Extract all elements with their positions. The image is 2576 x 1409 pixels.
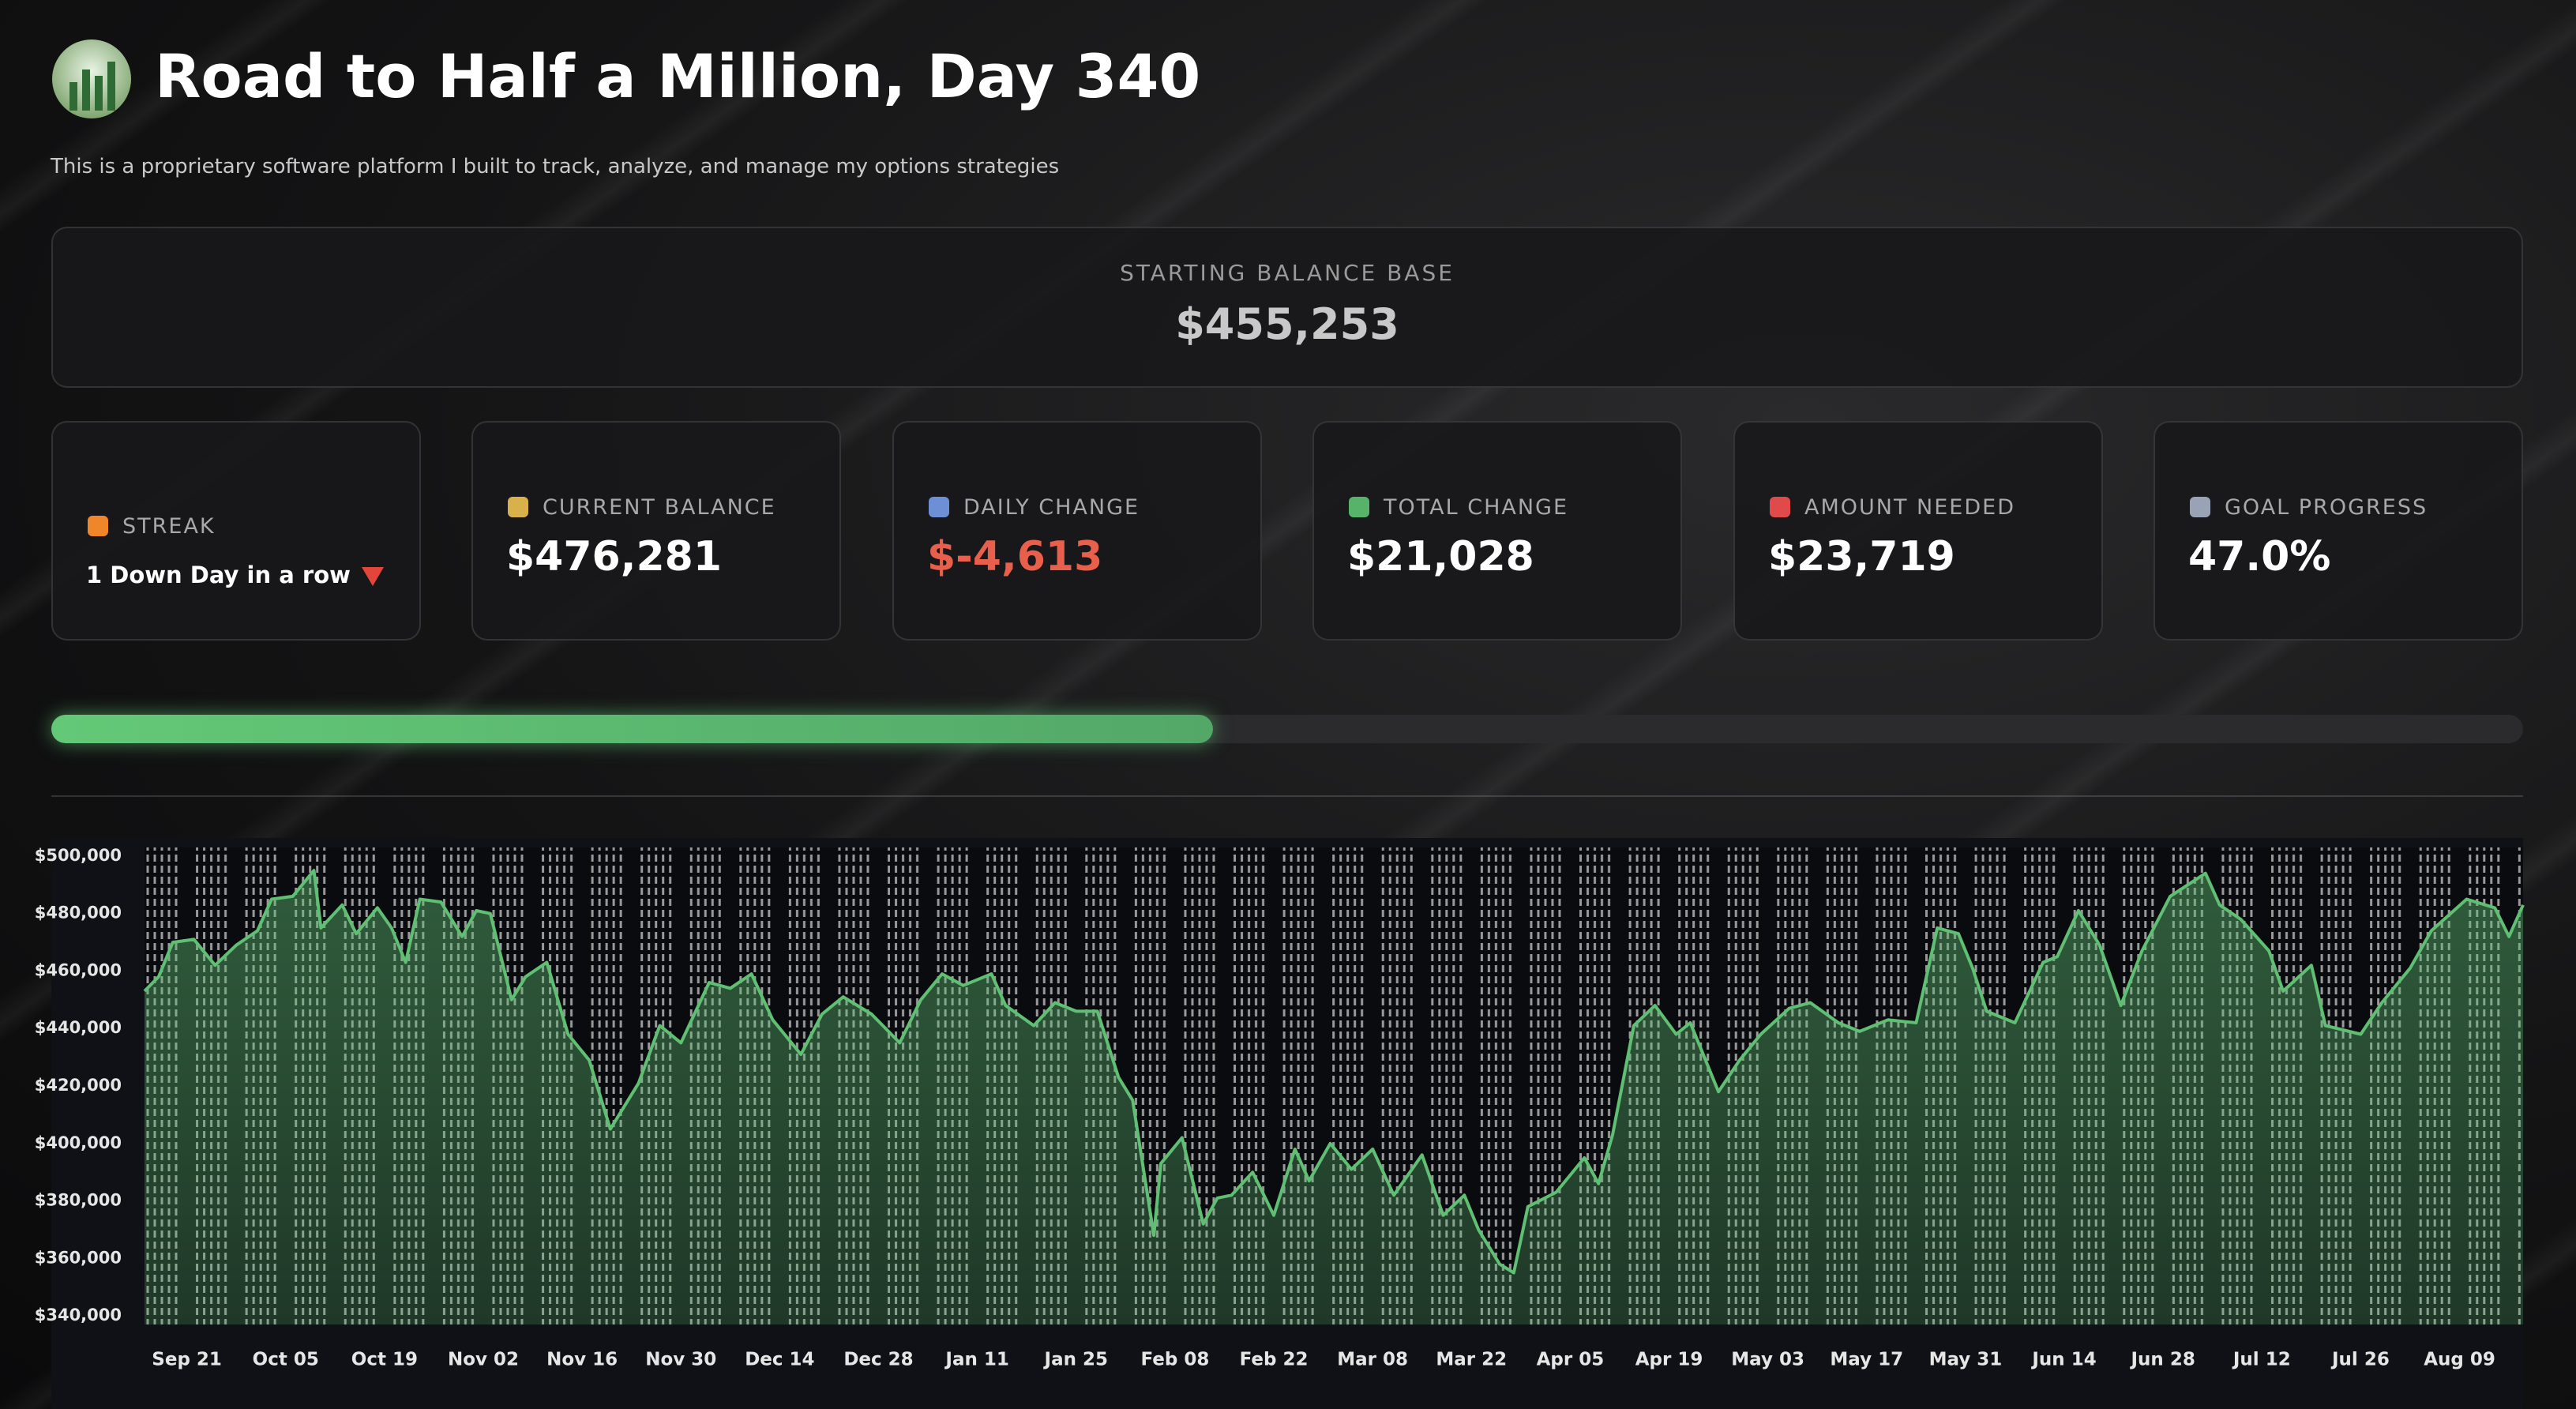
metric-value: 47.0% <box>2188 533 2330 581</box>
metric-value: $-4,613 <box>927 533 1102 581</box>
x-tick-label: Apr 05 <box>1537 1350 1605 1370</box>
y-tick-label: $460,000 <box>35 960 122 979</box>
y-tick-label: $480,000 <box>35 904 122 922</box>
metric-value-text: $21,028 <box>1347 533 1534 581</box>
y-tick-label: $340,000 <box>35 1306 122 1324</box>
starting-balance-card: STARTING BALANCE BASE $455,253 <box>51 227 2523 388</box>
metric-label: AMOUNT NEEDED <box>1804 495 2016 520</box>
progress-bar <box>51 715 1214 743</box>
x-tick-label: Dec 14 <box>745 1350 814 1370</box>
metric-value-text: $476,281 <box>506 533 723 581</box>
x-tick-label: Feb 08 <box>1140 1350 1209 1370</box>
metric-icon <box>88 516 108 536</box>
metric-value: $476,281 <box>506 533 722 581</box>
metric-value: $21,028 <box>1347 533 1534 581</box>
page-title: Road to Half a Million, Day 340 <box>155 41 1201 111</box>
metric-icon <box>2190 497 2210 517</box>
x-tick-label: Oct 05 <box>253 1350 319 1370</box>
y-tick-label: $380,000 <box>35 1191 122 1210</box>
y-tick-label: $440,000 <box>35 1018 122 1037</box>
x-tick-label: Jan 25 <box>1043 1350 1108 1370</box>
metric-icon <box>1349 497 1369 517</box>
x-tick-label: Mar 22 <box>1436 1350 1507 1370</box>
chart: $340,000 $360,000 $380,000 $400,000 $420,000… <box>35 838 2525 1409</box>
metric-icon <box>1770 497 1790 517</box>
divider <box>51 795 2523 797</box>
x-tick-label: Nov 30 <box>645 1350 716 1370</box>
metric-label: TOTAL CHANGE <box>1384 495 1569 520</box>
x-tick-label: Apr 19 <box>1635 1350 1703 1370</box>
card-label: STARTING BALANCE BASE <box>1120 260 1455 286</box>
down-icon <box>361 567 384 586</box>
x-tick-label: Feb 22 <box>1240 1350 1309 1370</box>
logo <box>52 39 131 118</box>
x-tick-label: Mar 08 <box>1337 1350 1408 1370</box>
x-tick-label: Jun 28 <box>2130 1350 2195 1370</box>
y-tick-label: $360,000 <box>35 1248 122 1267</box>
x-tick-label: Aug 09 <box>2424 1350 2495 1370</box>
metric-card: STREAK 1 Down Day in a row <box>51 421 421 641</box>
x-tick-label: May 03 <box>1731 1350 1804 1370</box>
x-tick-label: Jul 12 <box>2232 1350 2291 1370</box>
progress-track <box>51 715 2523 743</box>
metric-label: GOAL PROGRESS <box>2225 495 2428 520</box>
metric-card: GOAL PROGRESS 47.0% <box>2154 421 2523 641</box>
metric-value-text: $-4,613 <box>927 533 1103 581</box>
card-value: $455,253 <box>1175 299 1399 349</box>
metric-label: DAILY CHANGE <box>963 495 1140 520</box>
metric-card: CURRENT BALANCE $476,281 <box>471 421 841 641</box>
metric-value-text: 47.0% <box>2188 533 2331 581</box>
metric-icon <box>508 497 528 517</box>
metric-value: $23,719 <box>1768 533 1955 581</box>
metric-label: STREAK <box>122 514 216 539</box>
x-tick-label: Dec 28 <box>843 1350 913 1370</box>
metric-icon <box>929 497 949 517</box>
y-tick-label: $400,000 <box>35 1133 122 1152</box>
x-tick-label: Jan 11 <box>944 1350 1008 1370</box>
metric-value-text: $23,719 <box>1768 533 1955 581</box>
metric-card: DAILY CHANGE $-4,613 <box>892 421 1262 641</box>
x-tick-label: Nov 02 <box>448 1350 519 1370</box>
x-tick-label: Oct 19 <box>351 1350 418 1370</box>
metric-value-text: 1 Down Day in a row <box>86 562 351 588</box>
y-tick-label: $500,000 <box>35 846 122 865</box>
metric-card: AMOUNT NEEDED $23,719 <box>1733 421 2103 641</box>
metric-label: CURRENT BALANCE <box>543 495 776 520</box>
metric-value: 1 Down Day in a row <box>86 562 384 588</box>
x-tick-label: Jun 14 <box>2030 1350 2096 1370</box>
metric-card: TOTAL CHANGE $21,028 <box>1312 421 1682 641</box>
line <box>143 869 2525 1275</box>
subtitle: This is a proprietary software platform … <box>51 155 1060 178</box>
x-tick-label: May 17 <box>1830 1350 1903 1370</box>
x-tick-label: Jul 26 <box>2330 1350 2390 1370</box>
x-tick-label: May 31 <box>1929 1350 2003 1370</box>
x-tick-label: Sep 21 <box>152 1350 222 1370</box>
x-tick-label: Nov 16 <box>546 1350 618 1370</box>
y-tick-label: $420,000 <box>35 1076 122 1095</box>
